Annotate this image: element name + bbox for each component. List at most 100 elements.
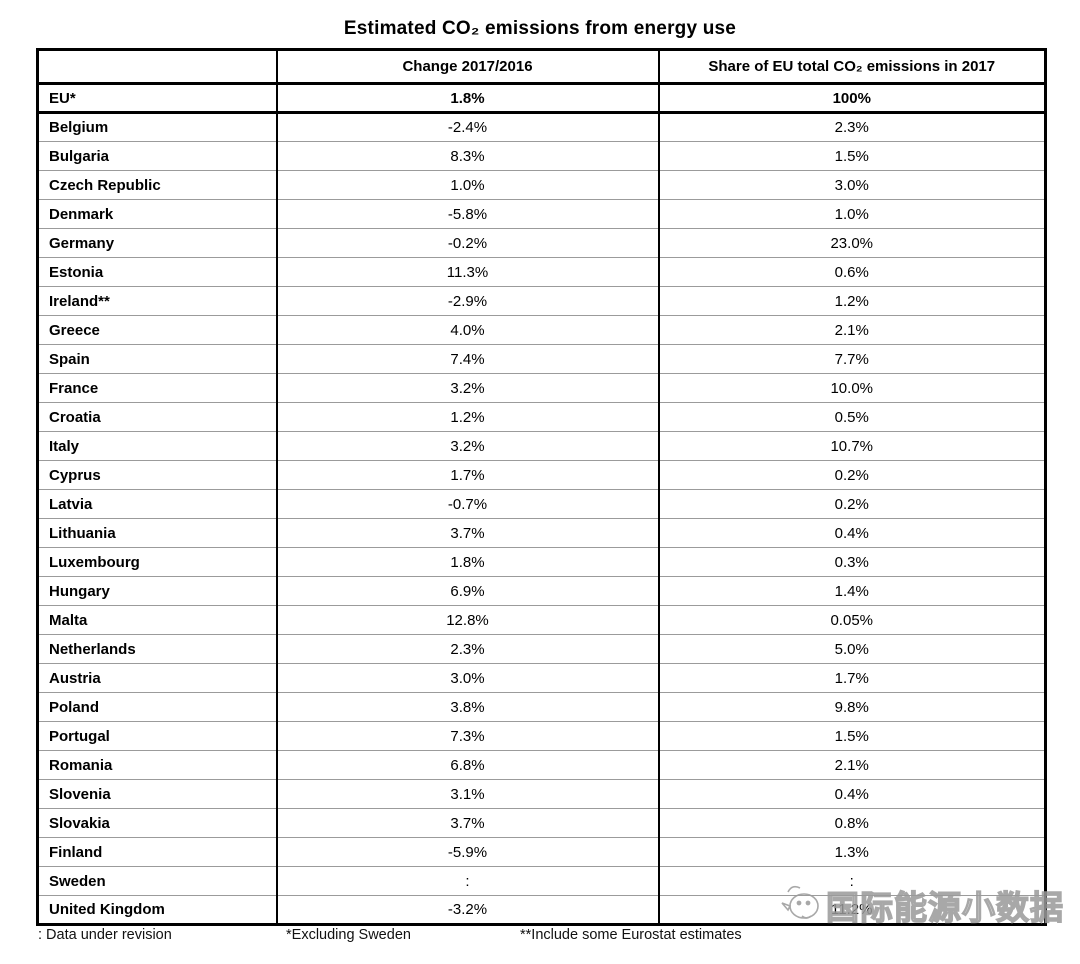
row-change-cell: 11.3% [275, 257, 659, 287]
row-share-cell: : [657, 866, 1046, 896]
row-change-cell: -0.7% [275, 489, 659, 519]
table-row: Spain 7.4% 7.7% [37, 344, 1046, 374]
header-country [37, 49, 277, 85]
row-change-cell: 6.9% [275, 576, 659, 606]
row-change-cell: 3.7% [275, 518, 659, 548]
row-change-cell: 7.4% [275, 344, 659, 374]
row-country-cell: EU* [37, 83, 277, 114]
table-body: EU* 1.8% 100% Belgium -2.4% 2.3% Bulgaria 8.3% 1… [37, 83, 1046, 925]
row-change-cell: -2.4% [275, 112, 659, 142]
row-share-cell: 0.2% [657, 489, 1046, 519]
row-share-cell: 0.2% [657, 460, 1046, 490]
row-country-cell: Estonia [37, 257, 277, 287]
table-row: France 3.2% 10.0% [37, 373, 1046, 403]
footnotes: : Data under revision *Excluding Sweden … [0, 927, 1080, 947]
row-change-cell: 3.1% [275, 779, 659, 809]
row-change-cell: 7.3% [275, 721, 659, 751]
table-row: Austria 3.0% 1.7% [37, 663, 1046, 693]
row-share-cell: 1.0% [657, 199, 1046, 229]
row-country-cell: Malta [37, 605, 277, 635]
row-change-cell: 1.0% [275, 170, 659, 200]
row-change-cell: -5.9% [275, 837, 659, 867]
row-share-cell: 23.0% [657, 228, 1046, 258]
table-row: Italy 3.2% 10.7% [37, 431, 1046, 461]
row-share-cell: 1.5% [657, 721, 1046, 751]
row-share-cell: 1.7% [657, 663, 1046, 693]
footnote-excluding-sweden: *Excluding Sweden [286, 927, 411, 943]
header-row: Change 2017/2016 Share of EU total CO₂ e… [37, 49, 1046, 85]
row-change-cell: 1.8% [275, 83, 659, 114]
row-share-cell: 0.6% [657, 257, 1046, 287]
table-row: United Kingdom -3.2% 11.2% [37, 895, 1046, 925]
row-country-cell: Portugal [37, 721, 277, 751]
row-change-cell: -0.2% [275, 228, 659, 258]
row-change-cell: 6.8% [275, 750, 659, 780]
row-share-cell: 3.0% [657, 170, 1046, 200]
row-change-cell: 2.3% [275, 634, 659, 664]
emissions-table: Change 2017/2016 Share of EU total CO₂ e… [36, 48, 1047, 926]
table-row-eu-total: EU* 1.8% 100% [37, 83, 1046, 114]
row-country-cell: Cyprus [37, 460, 277, 490]
row-change-cell: 3.2% [275, 373, 659, 403]
row-country-cell: Austria [37, 663, 277, 693]
row-country-cell: Romania [37, 750, 277, 780]
row-country-cell: United Kingdom [37, 895, 277, 925]
row-country-cell: Greece [37, 315, 277, 345]
row-country-cell: Slovenia [37, 779, 277, 809]
row-change-cell: 4.0% [275, 315, 659, 345]
row-share-cell: 5.0% [657, 634, 1046, 664]
row-change-cell: -3.2% [275, 895, 659, 925]
table-row: Latvia -0.7% 0.2% [37, 489, 1046, 519]
row-country-cell: Latvia [37, 489, 277, 519]
table-row: Malta 12.8% 0.05% [37, 605, 1046, 635]
row-change-cell: 3.0% [275, 663, 659, 693]
row-change-cell: 1.8% [275, 547, 659, 577]
row-change-cell: 3.2% [275, 431, 659, 461]
row-change-cell: 1.2% [275, 402, 659, 432]
row-country-cell: Germany [37, 228, 277, 258]
row-share-cell: 7.7% [657, 344, 1046, 374]
row-country-cell: Sweden [37, 866, 277, 896]
row-country-cell: Lithuania [37, 518, 277, 548]
row-change-cell: -2.9% [275, 286, 659, 316]
header-change: Change 2017/2016 [275, 49, 659, 85]
row-share-cell: 11.2% [657, 895, 1046, 925]
table-row: Germany -0.2% 23.0% [37, 228, 1046, 258]
row-country-cell: Czech Republic [37, 170, 277, 200]
row-share-cell: 0.8% [657, 808, 1046, 838]
row-share-cell: 2.1% [657, 315, 1046, 345]
table-row: Portugal 7.3% 1.5% [37, 721, 1046, 751]
footnote-eurostat-estimates: **Include some Eurostat estimates [520, 927, 742, 943]
table-row: Poland 3.8% 9.8% [37, 692, 1046, 722]
row-country-cell: Spain [37, 344, 277, 374]
table-row: Estonia 11.3% 0.6% [37, 257, 1046, 287]
table-row: Luxembourg 1.8% 0.3% [37, 547, 1046, 577]
table-row: Slovenia 3.1% 0.4% [37, 779, 1046, 809]
row-country-cell: Italy [37, 431, 277, 461]
table-row: Czech Republic 1.0% 3.0% [37, 170, 1046, 200]
row-country-cell: Finland [37, 837, 277, 867]
table-row: Croatia 1.2% 0.5% [37, 402, 1046, 432]
table-row: Sweden:: [37, 866, 1046, 896]
row-change-cell: 3.7% [275, 808, 659, 838]
row-share-cell: 0.4% [657, 518, 1046, 548]
row-share-cell: 0.05% [657, 605, 1046, 635]
row-share-cell: 2.1% [657, 750, 1046, 780]
table-row: Lithuania 3.7% 0.4% [37, 518, 1046, 548]
row-share-cell: 10.7% [657, 431, 1046, 461]
row-share-cell: 1.3% [657, 837, 1046, 867]
row-change-cell: 1.7% [275, 460, 659, 490]
row-country-cell: Poland [37, 692, 277, 722]
row-share-cell: 100% [657, 83, 1046, 114]
row-country-cell: Luxembourg [37, 547, 277, 577]
row-share-cell: 2.3% [657, 112, 1046, 142]
row-country-cell: Netherlands [37, 634, 277, 664]
row-share-cell: 1.5% [657, 141, 1046, 171]
table-row: Ireland** -2.9% 1.2% [37, 286, 1046, 316]
table-row: Belgium -2.4% 2.3% [37, 112, 1046, 142]
table-row: Romania 6.8% 2.1% [37, 750, 1046, 780]
row-change-cell: 12.8% [275, 605, 659, 635]
row-country-cell: Bulgaria [37, 141, 277, 171]
row-change-cell: : [275, 866, 659, 896]
row-change-cell: 8.3% [275, 141, 659, 171]
